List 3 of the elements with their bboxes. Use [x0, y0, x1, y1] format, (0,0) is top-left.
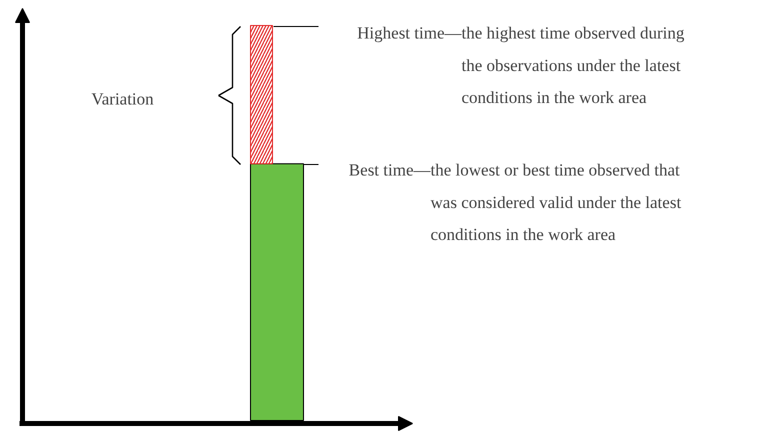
text: Best time—the lowest or best time observed that was considered valid under the latest conditions in the work area	[348, 160, 682, 244]
text: Highest time—the highest time observed during the observations under the latest conditions in the work area	[357, 24, 685, 108]
text: Variation	[91, 90, 154, 108]
